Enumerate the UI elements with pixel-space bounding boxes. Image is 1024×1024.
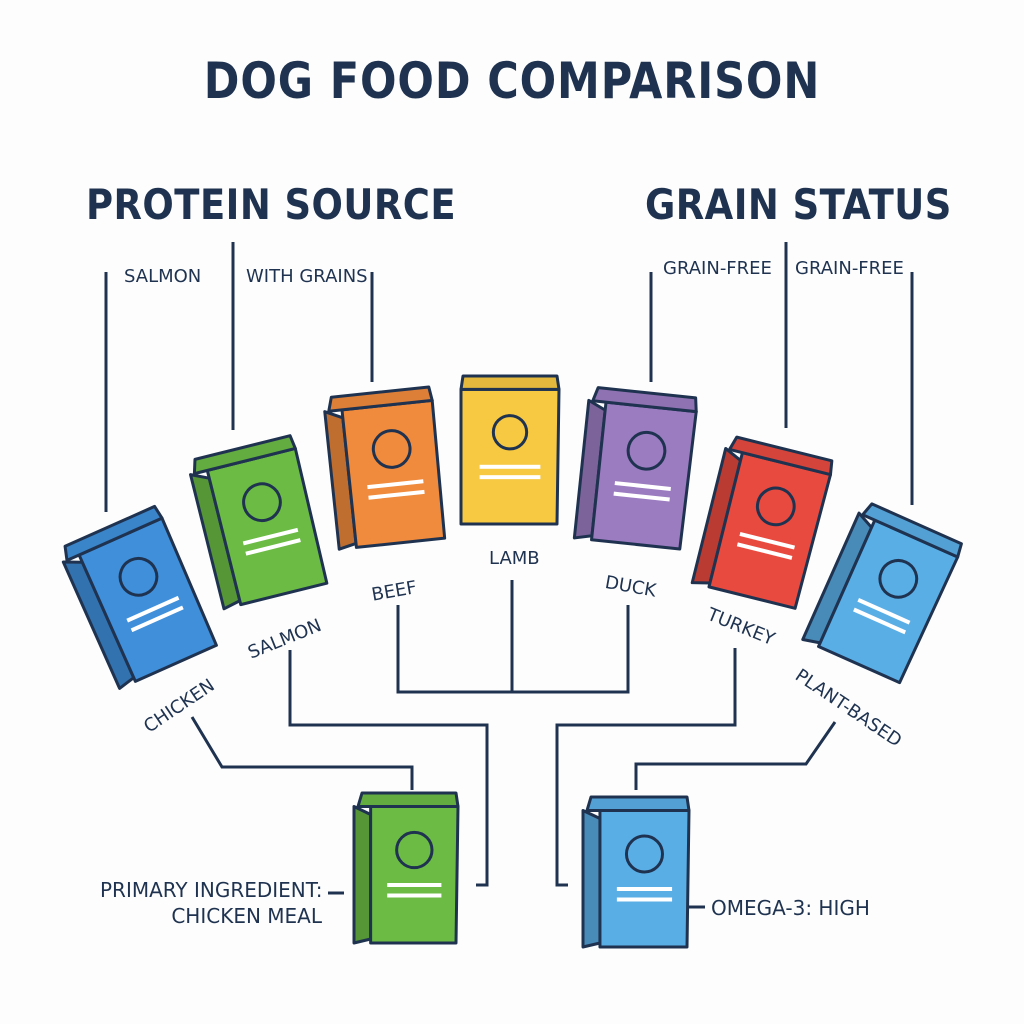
connector-plant-based [634, 721, 837, 790]
connector-salmon [288, 650, 489, 887]
bag-stripe [126, 595, 180, 623]
bag-stripe [739, 532, 795, 550]
bag-logo-circle [624, 834, 664, 874]
heading-protein-source: PROTEIN SOURCE [86, 180, 457, 229]
dog-food-bag-chicken [61, 504, 218, 690]
bag-stripe [736, 542, 793, 560]
bag-stripe [614, 481, 671, 491]
bag-logo-circle [878, 558, 919, 599]
bag-top-fold [861, 502, 963, 559]
bag-front [369, 805, 460, 945]
bag-side [352, 805, 373, 945]
bag-stripe [853, 607, 907, 635]
dog-food-bag-omega3-detail [581, 795, 691, 949]
bag-stripe [242, 527, 299, 546]
bag-front [598, 809, 691, 949]
connector-turkey [555, 648, 737, 887]
connector-chicken [190, 716, 414, 790]
bag-top-fold [585, 795, 691, 812]
bag-logo-circle [118, 556, 159, 597]
bag-logo-circle [395, 830, 434, 870]
bag-label-lamb: LAMB [489, 548, 540, 569]
label-salmon-top: SALMON [124, 266, 202, 287]
bag-top-fold [728, 435, 834, 477]
dog-food-bag-lamb [459, 374, 561, 526]
bag-stripe [245, 538, 301, 556]
bag-front [459, 387, 561, 526]
bag-stripe [479, 475, 541, 480]
dog-food-bag-beef [323, 385, 447, 551]
detail-left-line1: PRIMARY INGREDIENT: [100, 878, 323, 902]
label-with-grains: WITH GRAINS [246, 266, 368, 287]
bag-top-fold [192, 434, 297, 476]
bag-stripe [613, 491, 670, 502]
dog-food-bag-duck [572, 386, 698, 551]
dog-food-bag-chicken-meal-detail [352, 791, 460, 945]
detail-left-line2: CHICKEN MEAL [171, 904, 322, 928]
bag-stripe [616, 887, 673, 891]
label-grain-free-1: GRAIN-FREE [663, 258, 772, 279]
detail-note-left: PRIMARY INGREDIENT: CHICKEN MEAL [100, 878, 323, 928]
bag-logo-circle [755, 486, 796, 527]
bag-top-fold [459, 374, 561, 391]
bag-top-fold [327, 385, 434, 413]
bag-logo-circle [242, 482, 282, 523]
bag-top-fold [63, 504, 164, 562]
bag-top-fold [356, 791, 460, 808]
bag-stripe [368, 489, 425, 500]
dog-food-bag-plant-based [801, 502, 963, 685]
bag-stripe [479, 464, 541, 469]
bag-stripe [616, 897, 673, 902]
page-title: DOG FOOD COMPARISON [203, 52, 821, 110]
dog-food-bag-salmon [189, 434, 329, 611]
bag-stripe [387, 893, 442, 898]
dog-food-bag-turkey [690, 435, 834, 610]
detail-note-right: OMEGA-3: HIGH [711, 896, 870, 920]
label-grain-free-2: GRAIN-FREE [795, 258, 904, 279]
bag-stripe [367, 479, 424, 490]
bag-stripe [857, 597, 911, 625]
heading-grain-status: GRAIN STATUS [645, 180, 952, 229]
bag-stripe [130, 605, 184, 633]
bag-logo-circle [371, 429, 412, 469]
bag-side [581, 809, 602, 949]
bag-logo-circle [626, 430, 667, 471]
bag-top-fold [591, 386, 698, 414]
bag-stripe [387, 883, 442, 887]
bag-logo-circle [491, 414, 529, 451]
